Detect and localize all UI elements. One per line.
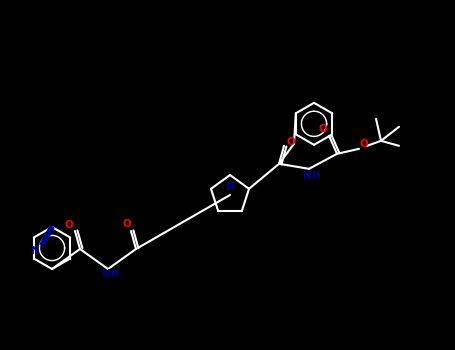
Text: NH: NH [102, 269, 120, 279]
Text: O: O [123, 219, 131, 229]
Text: O: O [287, 137, 295, 147]
Text: NH: NH [303, 171, 321, 181]
Text: N: N [30, 246, 40, 256]
Text: O: O [318, 124, 328, 134]
Text: O: O [359, 139, 369, 149]
Text: N: N [226, 182, 234, 192]
Text: O: O [65, 220, 73, 230]
